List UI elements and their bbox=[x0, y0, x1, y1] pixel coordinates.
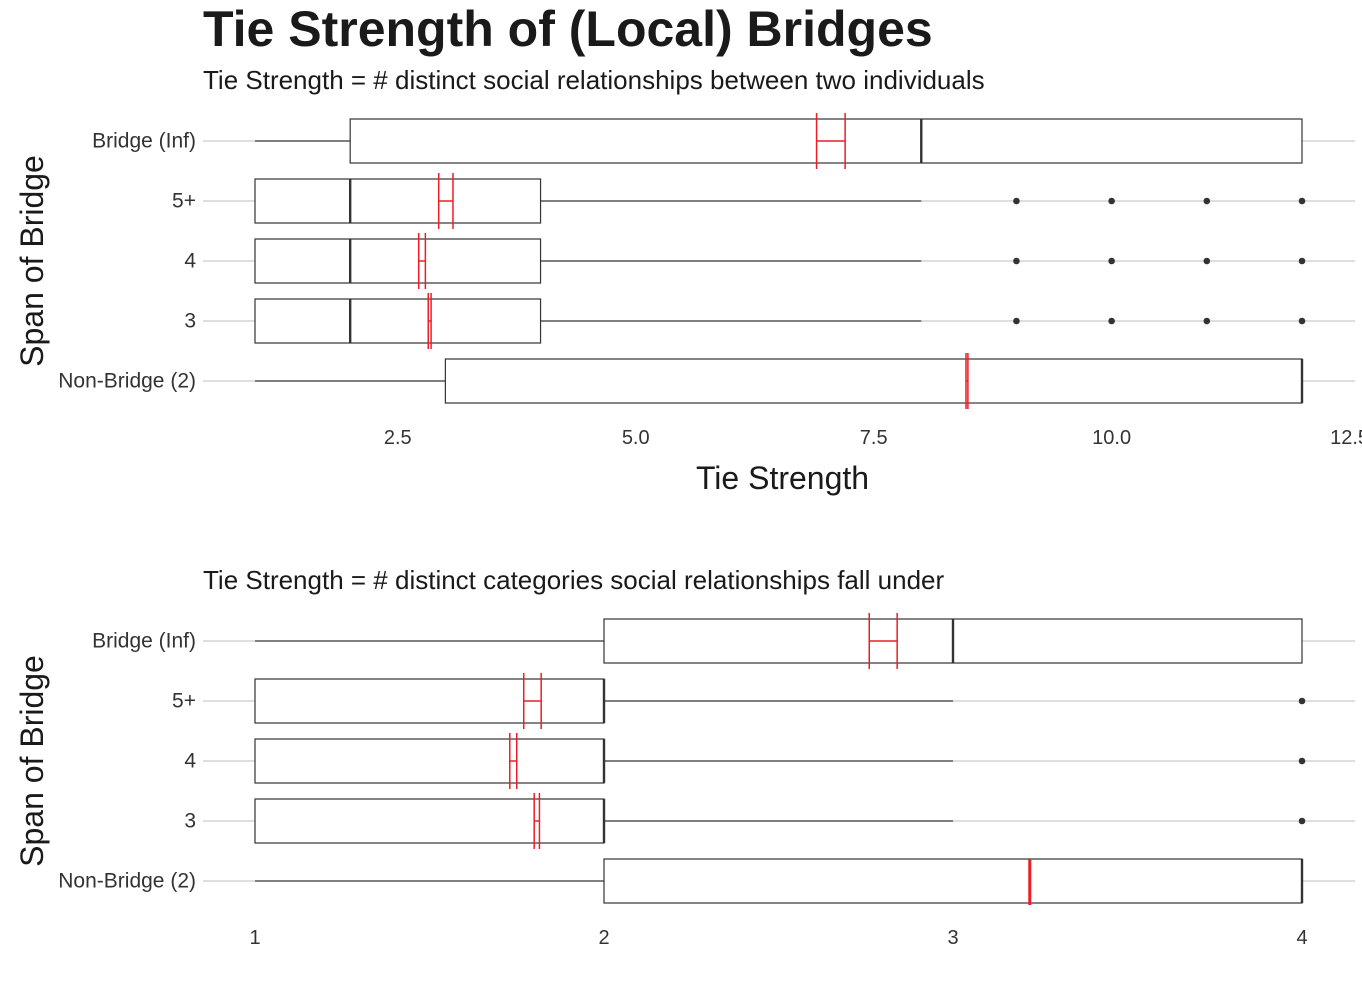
category-label: Bridge (Inf) bbox=[92, 130, 196, 153]
outlier-point bbox=[1298, 697, 1306, 705]
top-panel: Tie Strength = # distinct social relatio… bbox=[14, 65, 1362, 496]
x-axis-title: Tie Strength bbox=[696, 460, 869, 496]
box bbox=[444, 358, 1303, 404]
box bbox=[254, 678, 605, 724]
category-label: 5+ bbox=[172, 190, 196, 213]
outlier-point bbox=[1108, 257, 1115, 265]
x-tick-label: 3 bbox=[947, 927, 958, 949]
outlier-point bbox=[1013, 317, 1020, 325]
x-tick-label: 2 bbox=[598, 927, 609, 949]
y-axis-title: Span of Bridge bbox=[14, 655, 50, 867]
x-tick-label: 10.0 bbox=[1092, 427, 1131, 449]
box bbox=[254, 178, 542, 224]
panel-subtitle: Tie Strength = # distinct social relatio… bbox=[203, 65, 985, 95]
category-label: 3 bbox=[184, 310, 196, 333]
outlier-point bbox=[1298, 757, 1306, 765]
outlier-point bbox=[1203, 197, 1211, 205]
outlier-point bbox=[1108, 197, 1115, 205]
x-tick-label: 4 bbox=[1296, 927, 1307, 949]
category-label: Bridge (Inf) bbox=[92, 630, 196, 653]
outlier-point bbox=[1013, 197, 1020, 205]
category-label: 5+ bbox=[172, 690, 196, 713]
outlier-point bbox=[1298, 197, 1306, 205]
outlier-point bbox=[1298, 257, 1306, 265]
figure-title: Tie Strength of (Local) Bridges bbox=[203, 1, 933, 57]
category-label: 4 bbox=[184, 750, 196, 773]
outlier-point bbox=[1203, 257, 1211, 265]
y-axis-title: Span of Bridge bbox=[14, 155, 50, 367]
x-tick-label: 7.5 bbox=[860, 427, 888, 449]
x-tick-label: 5.0 bbox=[622, 427, 650, 449]
box bbox=[254, 798, 605, 844]
outlier-point bbox=[1013, 257, 1020, 265]
x-tick-label: 1 bbox=[249, 927, 260, 949]
box bbox=[254, 298, 542, 344]
category-label: 4 bbox=[184, 250, 196, 273]
bottom-panel: Tie Strength = # distinct categories soc… bbox=[14, 565, 1355, 949]
category-label: 3 bbox=[184, 810, 196, 833]
x-tick-label: 2.5 bbox=[384, 427, 412, 449]
box bbox=[254, 738, 605, 784]
box bbox=[603, 858, 1303, 904]
x-tick-label: 12.5 bbox=[1330, 427, 1362, 449]
category-label: Non-Bridge (2) bbox=[58, 370, 196, 393]
outlier-point bbox=[1108, 317, 1115, 325]
panel-subtitle: Tie Strength = # distinct categories soc… bbox=[203, 565, 944, 595]
category-label: Non-Bridge (2) bbox=[58, 870, 196, 893]
outlier-point bbox=[1203, 317, 1211, 325]
outlier-point bbox=[1298, 317, 1306, 325]
box bbox=[254, 238, 542, 284]
outlier-point bbox=[1298, 817, 1306, 825]
